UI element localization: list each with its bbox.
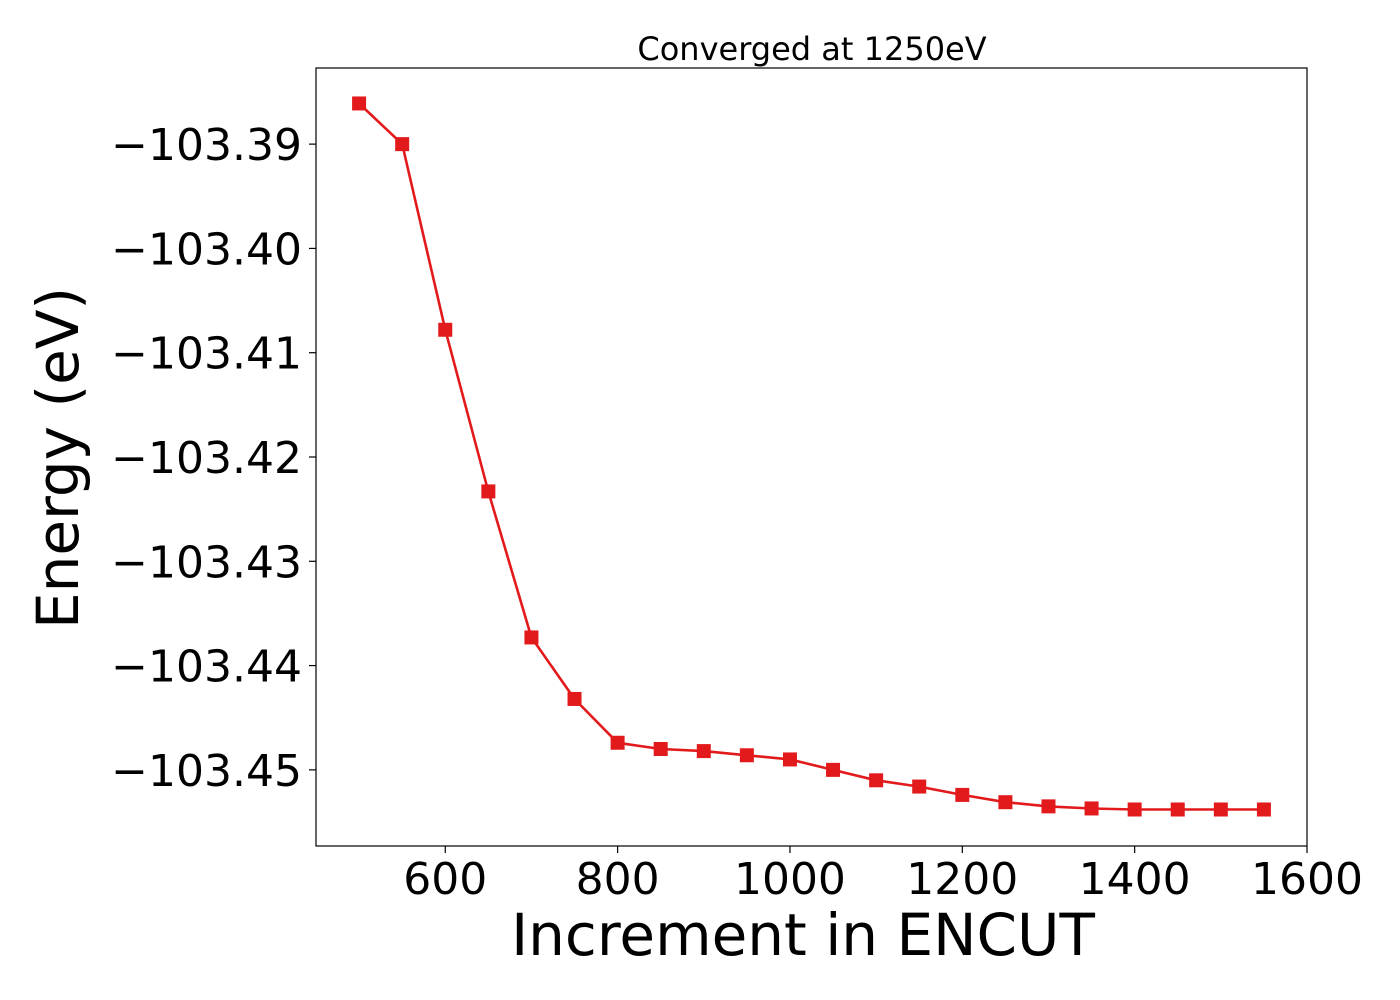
y-axis-title: Energy (eV) bbox=[24, 287, 92, 629]
x-tick-label: 1000 bbox=[734, 854, 846, 905]
data-point bbox=[567, 691, 582, 706]
y-tick-label: −103.40 bbox=[111, 224, 302, 275]
data-point bbox=[955, 787, 970, 802]
y-axis: −103.39 −103.40 −103.41 −103.42 −103.43 −103.… bbox=[111, 120, 316, 797]
data-point bbox=[912, 779, 927, 794]
x-tick-label: 1600 bbox=[1251, 854, 1363, 905]
data-point bbox=[1127, 802, 1142, 817]
y-tick-label: −103.39 bbox=[111, 120, 302, 171]
x-tick-label: 1400 bbox=[1079, 854, 1191, 905]
data-point bbox=[653, 742, 668, 757]
data-point bbox=[998, 795, 1013, 810]
data-point bbox=[1213, 802, 1228, 817]
data-point bbox=[610, 735, 625, 750]
chart-title: Converged at 1250eV bbox=[637, 30, 986, 68]
x-axis-title: Increment in ENCUT bbox=[511, 901, 1095, 969]
data-point bbox=[782, 752, 797, 767]
y-tick-label: −103.45 bbox=[111, 746, 302, 797]
data-point bbox=[869, 773, 884, 788]
data-point bbox=[1170, 802, 1185, 817]
y-tick-label: −103.44 bbox=[111, 642, 302, 693]
data-point bbox=[524, 630, 539, 645]
x-tick-label: 800 bbox=[576, 854, 660, 905]
data-point bbox=[1041, 799, 1056, 814]
data-point bbox=[1084, 801, 1099, 816]
x-axis: 600 800 1000 1200 1400 1600 bbox=[403, 846, 1363, 905]
y-tick-label: −103.42 bbox=[111, 433, 302, 484]
x-tick-label: 1200 bbox=[906, 854, 1018, 905]
data-point bbox=[739, 748, 754, 763]
plot-area bbox=[352, 96, 1271, 817]
data-point bbox=[352, 96, 367, 111]
data-point bbox=[395, 137, 410, 152]
data-point bbox=[438, 322, 453, 337]
data-point bbox=[1256, 802, 1271, 817]
data-point bbox=[481, 484, 496, 499]
y-tick-label: −103.43 bbox=[111, 537, 302, 588]
data-point bbox=[696, 744, 711, 759]
series-line bbox=[358, 102, 1264, 811]
y-tick-label: −103.41 bbox=[111, 329, 302, 380]
data-point bbox=[826, 762, 841, 777]
x-tick-label: 600 bbox=[403, 854, 487, 905]
